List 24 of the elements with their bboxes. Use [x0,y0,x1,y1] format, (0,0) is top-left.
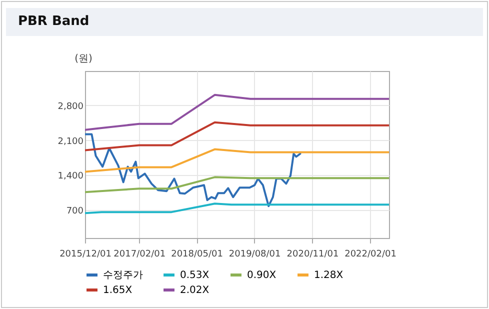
line-series [85,121,389,152]
legend-label: 수정주가 [103,270,143,281]
x-tick-label: 2017/02/01 [114,250,166,260]
legend-label: 2.02X [180,285,210,296]
line-series [85,176,389,194]
y-tick-label: 700 [66,206,84,217]
y-axis-title: (원) [74,54,92,64]
y-tick-label: 2,100 [58,136,84,147]
y-tick-label: 2,800 [58,102,84,112]
legend-label: 0.53X [180,270,210,281]
legend-label: 1.28X [314,270,344,281]
line-series [85,133,302,208]
legend-label: 1.65X [103,285,132,296]
x-tick-label: 2022/02/01 [344,250,396,260]
legend-label: 0.90X [247,270,276,281]
x-tick-label: 2019/08/01 [228,250,281,260]
chart-title: PBR Band [18,14,90,29]
line-series [85,202,389,214]
line-series [85,94,389,131]
y-tick-label: 1,400 [58,172,84,182]
x-tick-label: 2020/11/01 [286,250,339,260]
x-tick-label: 2018/05/01 [171,250,223,260]
line-series [85,148,389,173]
x-tick-label: 2015/12/01 [60,250,112,260]
